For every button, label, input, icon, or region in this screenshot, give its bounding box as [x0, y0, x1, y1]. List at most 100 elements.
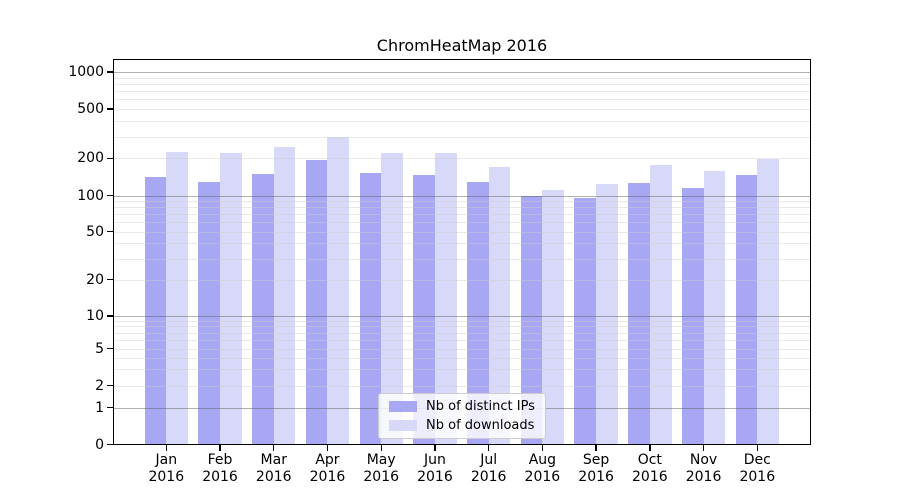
x-tick-jun — [434, 445, 436, 451]
bar-downloads-sep — [596, 184, 618, 445]
gridline-major-100 — [113, 195, 811, 197]
x-tick-label-nov: Nov 2016 — [672, 452, 736, 486]
gridline-minor-50 — [113, 231, 811, 233]
gridline-minor-60 — [113, 222, 811, 224]
legend-swatch-downloads — [389, 420, 417, 431]
legend-swatch-distinct-ips — [389, 401, 417, 412]
gridline-minor-700 — [113, 91, 811, 93]
bar-downloads-jun — [434, 153, 457, 445]
gridline-minor-80 — [113, 207, 811, 209]
x-tick-label-jul: Jul 2016 — [457, 452, 521, 486]
bar-downloads-oct — [649, 165, 672, 445]
gridline-minor-90 — [113, 201, 811, 202]
x-label-month: Dec — [743, 452, 771, 468]
x-label-month: Jan — [155, 452, 178, 468]
x-label-month: Apr — [315, 452, 340, 468]
gridline-minor-30 — [113, 258, 811, 260]
y-tick-20 — [107, 279, 113, 281]
bar-downloads-apr — [327, 137, 350, 445]
x-tick-label-dec: Dec 2016 — [725, 452, 789, 486]
y-tick-label-0: 0 — [95, 436, 104, 453]
bar-downloads-feb — [220, 152, 242, 445]
y-tick-100 — [107, 194, 113, 197]
gridline-minor-8 — [113, 326, 811, 328]
gridline-minor-2 — [113, 385, 811, 387]
y-tick-label-100: 100 — [77, 187, 104, 204]
gridline-minor-800 — [113, 83, 811, 85]
x-label-year: 2016 — [417, 469, 453, 486]
x-label-month: Jul — [480, 452, 498, 468]
x-label-month: Jun — [423, 452, 446, 468]
y-tick-0 — [107, 443, 113, 446]
y-tick-label-1: 1 — [95, 399, 104, 416]
x-label-year: 2016 — [685, 469, 722, 486]
gridline-minor-4 — [113, 357, 811, 359]
x-tick-label-mar: Mar 2016 — [242, 452, 306, 486]
x-tick-label-oct: Oct 2016 — [618, 452, 682, 486]
legend: Nb of distinct IPs Nb of downloads — [378, 393, 546, 439]
legend-label: Nb of distinct IPs — [426, 399, 535, 414]
y-tick-label-10: 10 — [86, 308, 104, 324]
x-tick-may — [380, 445, 382, 451]
x-tick-jul — [487, 445, 490, 451]
x-tick-jan — [165, 445, 167, 451]
y-tick-5 — [107, 347, 113, 350]
x-label-month: Aug — [528, 452, 557, 468]
y-tick-10 — [107, 315, 113, 317]
bar-distinct-ips-jul — [466, 181, 489, 445]
gridline-minor-7 — [113, 332, 811, 334]
x-label-year: 2016 — [363, 469, 400, 486]
bar-distinct-ips-may — [359, 172, 382, 445]
bar-distinct-ips-aug — [520, 196, 543, 445]
bar-downloads-aug — [542, 190, 565, 445]
y-tick-1000 — [107, 71, 113, 73]
x-tick-label-aug: Aug 2016 — [510, 452, 574, 486]
chart-title: ChromHeatMap 2016 — [376, 36, 548, 55]
gridline-minor-3 — [113, 369, 811, 371]
x-label-year: 2016 — [524, 469, 561, 486]
plot-area — [113, 59, 811, 445]
gridline-minor-70 — [113, 214, 811, 216]
x-label-year: 2016 — [255, 469, 292, 486]
y-tick-1 — [107, 406, 113, 409]
x-label-year: 2016 — [578, 469, 614, 486]
bar-downloads-may — [381, 152, 403, 445]
bar-downloads-jul — [488, 166, 511, 445]
x-tick-sep — [595, 445, 597, 451]
legend-label: Nb of downloads — [426, 418, 535, 433]
y-tick-label-2: 2 — [95, 377, 104, 394]
bar-distinct-ips-jun — [413, 174, 435, 445]
x-label-year: 2016 — [632, 469, 668, 486]
x-label-month: Nov — [689, 452, 718, 468]
x-label-month: Sep — [582, 452, 610, 468]
y-tick-label-200: 200 — [77, 150, 104, 167]
x-label-year: 2016 — [309, 469, 346, 486]
legend-item-downloads: Nb of downloads — [389, 418, 535, 433]
gridline-major-10 — [113, 316, 811, 317]
x-tick-label-may: May 2016 — [349, 452, 413, 486]
y-tick-500 — [107, 108, 113, 110]
bar-distinct-ips-apr — [305, 159, 328, 445]
x-tick-label-feb: Feb 2016 — [188, 452, 252, 486]
x-tick-label-jan: Jan 2016 — [134, 452, 198, 486]
gridline-minor-300 — [113, 136, 811, 138]
y-tick-200 — [107, 157, 113, 159]
x-tick-label-sep: Sep 2016 — [564, 452, 628, 486]
y-tick-label-500: 500 — [77, 101, 104, 118]
x-label-month: May — [366, 452, 396, 468]
x-tick-feb — [219, 445, 221, 451]
gridline-minor-20 — [113, 279, 811, 281]
x-tick-oct — [649, 445, 651, 451]
gridline-minor-500 — [113, 109, 811, 111]
x-label-year: 2016 — [470, 469, 507, 486]
x-label-year: 2016 — [739, 469, 776, 486]
gridline-minor-400 — [113, 121, 811, 123]
x-tick-mar — [273, 445, 275, 451]
gridline-minor-5 — [113, 348, 811, 350]
bar-downloads-jan — [166, 151, 188, 445]
y-tick-2 — [107, 384, 113, 387]
x-tick-aug — [541, 445, 544, 451]
bar-distinct-ips-mar — [252, 173, 274, 445]
x-label-month: Feb — [207, 452, 233, 468]
